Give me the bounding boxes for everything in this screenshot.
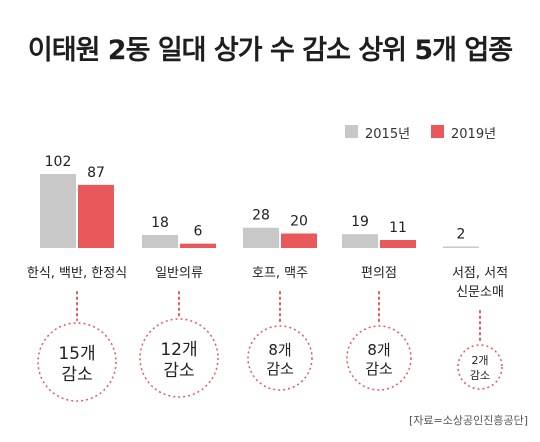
value-label: 87 — [87, 165, 105, 181]
category-label: 일반의류 — [155, 266, 203, 281]
category-label: 한식, 백반, 한정식 — [27, 266, 127, 281]
decrease-count: 8개 — [268, 341, 291, 359]
decrease-circle — [346, 325, 412, 391]
bar-2015 — [342, 234, 378, 248]
bar-2019 — [281, 233, 317, 248]
decrease-word: 감소 — [61, 365, 92, 385]
decrease-count: 8개 — [367, 341, 390, 359]
legend-label-2019: 2019년 — [451, 127, 497, 142]
decrease-count: 15개 — [58, 344, 95, 364]
value-label: 18 — [151, 215, 169, 231]
legend-swatch-2015 — [345, 125, 358, 138]
decrease-word: 감소 — [365, 360, 393, 378]
decrease-count: 12개 — [160, 340, 197, 360]
decrease-circle — [457, 344, 503, 390]
decrease-word: 감소 — [163, 361, 194, 381]
value-label: 11 — [389, 220, 407, 236]
legend: 2015년 2019년 — [345, 122, 535, 142]
value-label: 20 — [290, 213, 308, 229]
value-label: 6 — [194, 224, 203, 240]
category-label: 편의점 — [361, 266, 397, 281]
decrease-word: 감소 — [470, 369, 490, 382]
bar-2019 — [78, 184, 114, 248]
legend-label-2015: 2015년 — [365, 127, 411, 142]
bar-2019 — [180, 243, 216, 248]
decrease-word: 감소 — [266, 360, 294, 378]
bar-2015 — [443, 246, 479, 248]
bar-2015 — [243, 227, 279, 248]
decrease-count: 2개 — [471, 354, 488, 367]
value-label: 19 — [351, 214, 369, 230]
decrease-circle — [247, 325, 313, 391]
bar-2015 — [142, 234, 178, 248]
value-label: 2 — [457, 227, 466, 243]
value-label: 102 — [45, 154, 72, 170]
category-label: 서점, 서적 — [452, 266, 508, 281]
decrease-circle — [37, 322, 117, 402]
page-title: 이태원 2동 일대 상가 수 감소 상위 5개 업종 — [27, 35, 513, 66]
legend-swatch-2019 — [431, 125, 444, 138]
source-note: [자료=소상공인진흥공단] — [409, 414, 528, 427]
decrease-circle — [139, 318, 219, 398]
category-label: 신문소매 — [456, 285, 504, 300]
value-label: 28 — [252, 208, 270, 224]
bar-2019 — [380, 240, 416, 248]
bar-2015 — [40, 174, 76, 248]
category-label: 호프, 맥주 — [252, 266, 308, 281]
